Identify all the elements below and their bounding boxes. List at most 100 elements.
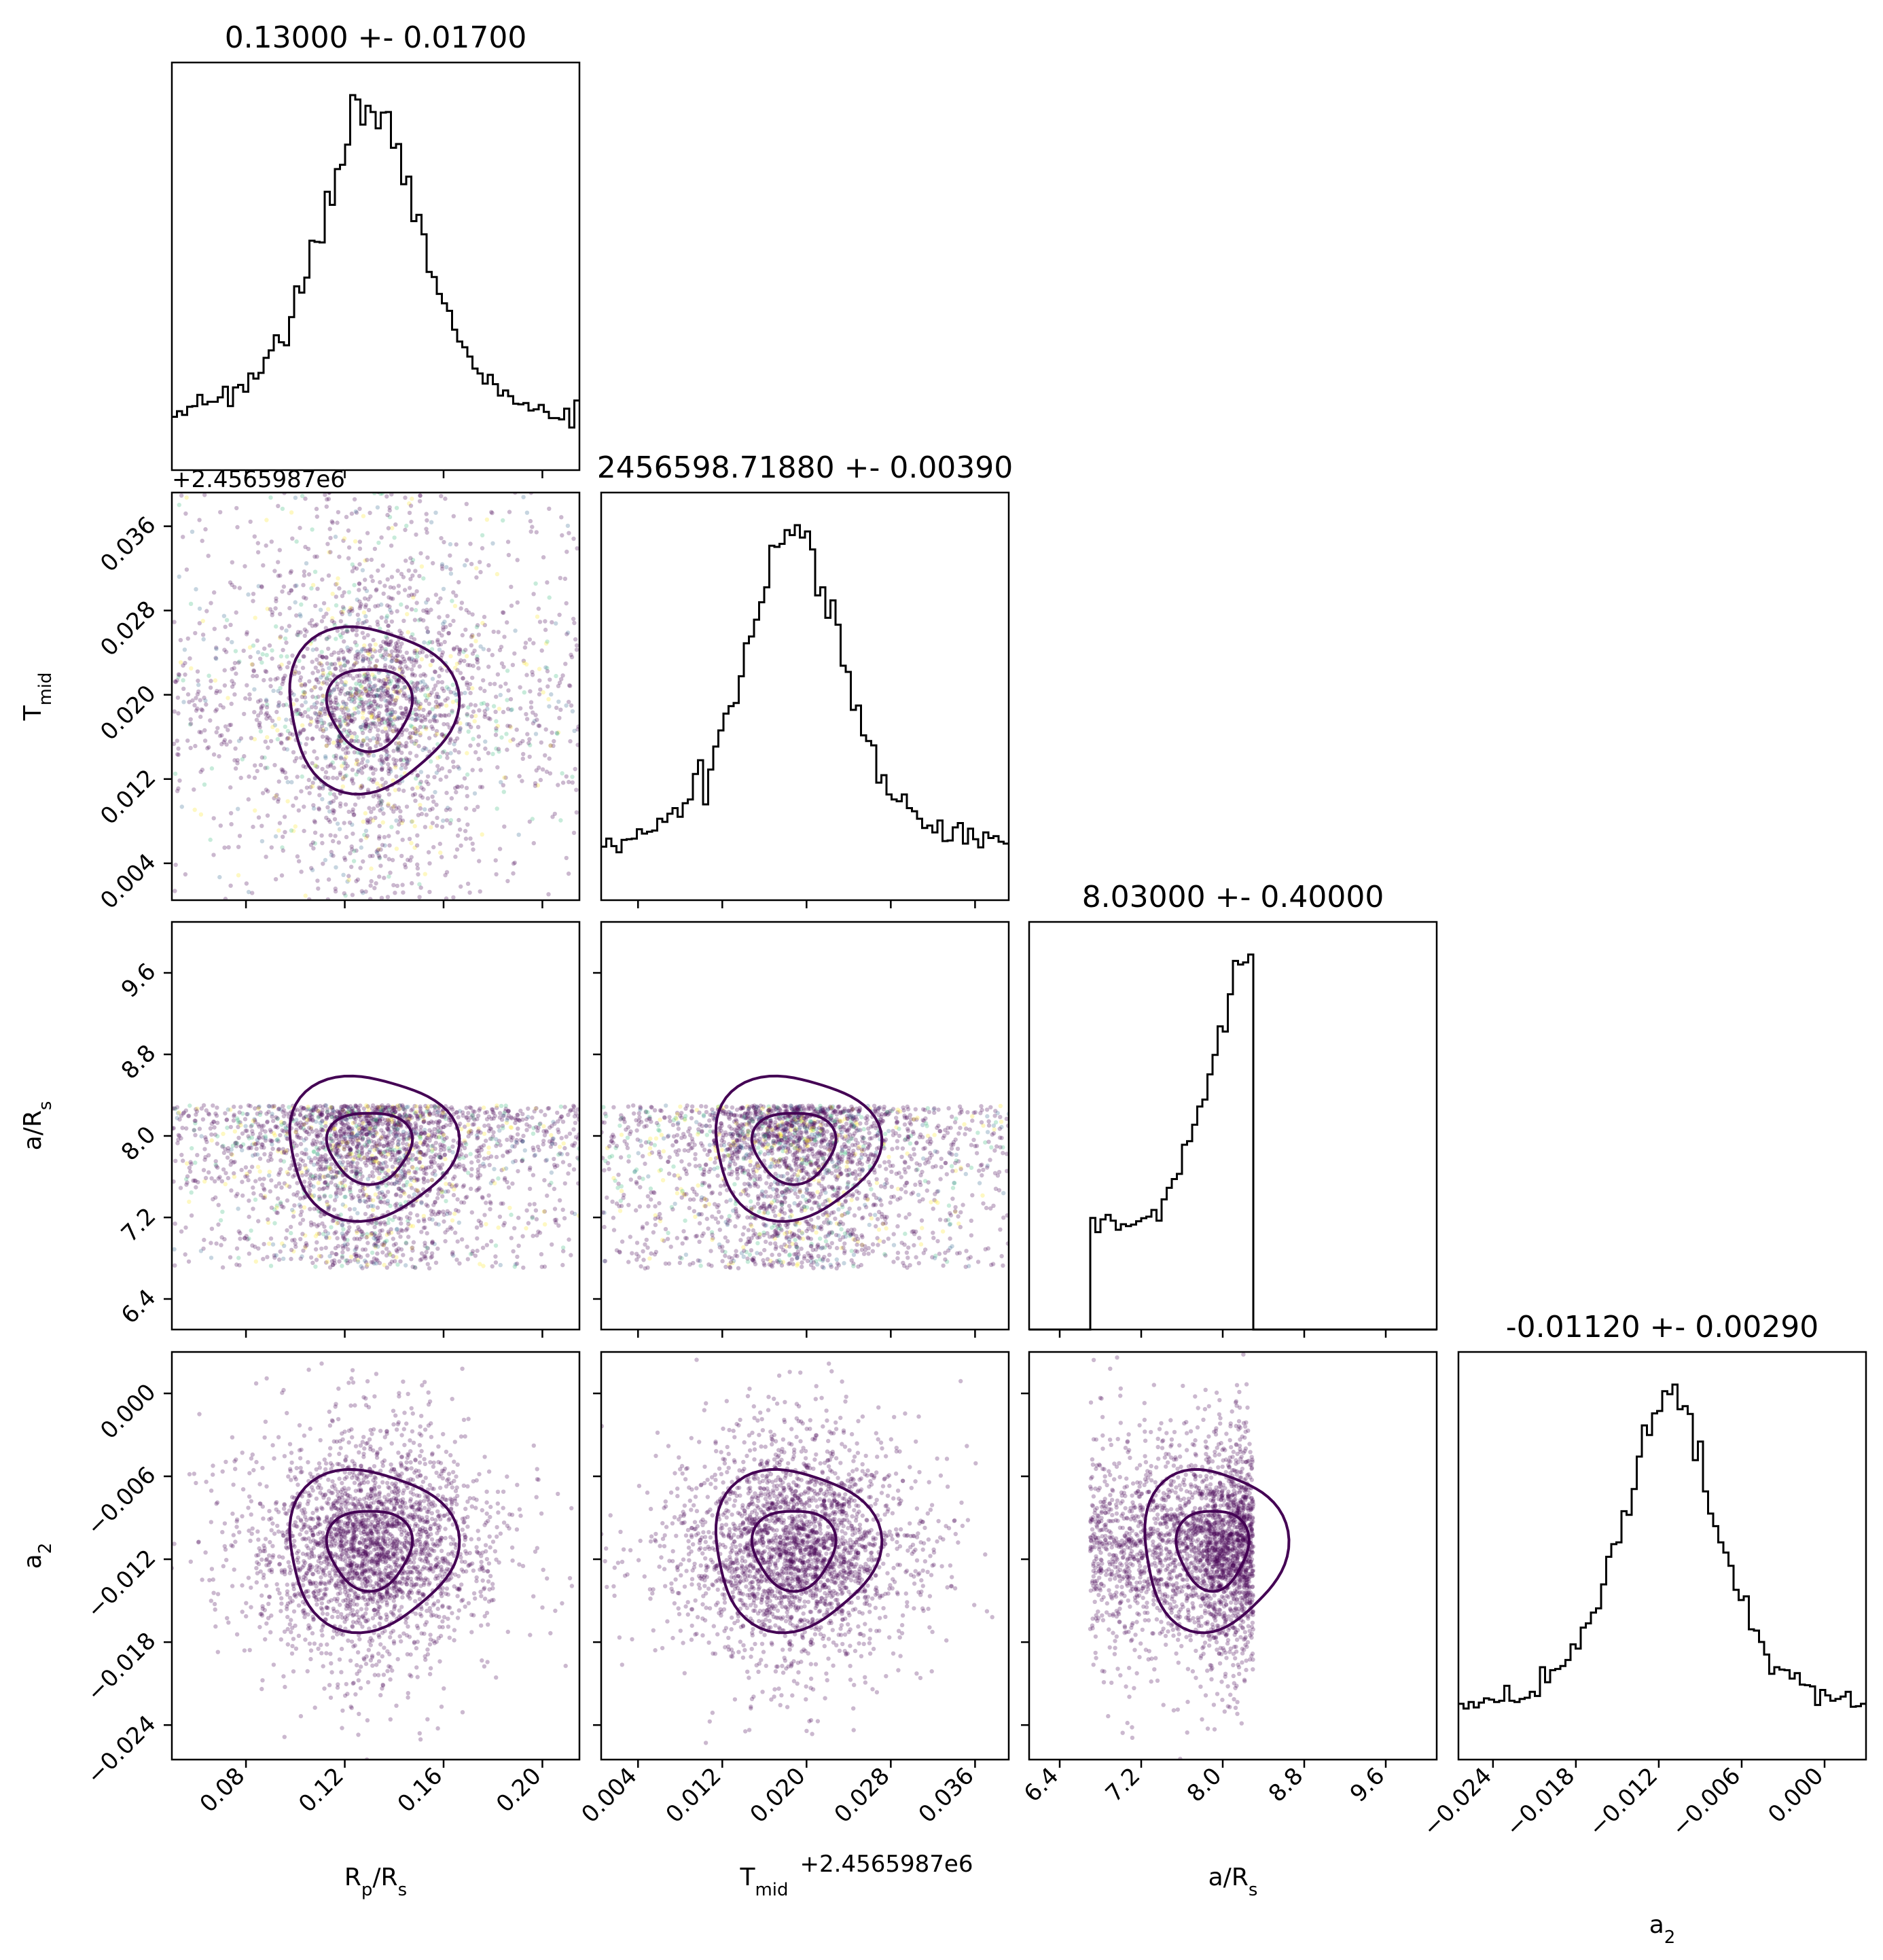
sample-point [393,701,397,706]
sample-point [281,584,287,589]
sample-point [334,594,338,599]
sample-point [386,1141,391,1147]
sample-point [377,1143,382,1147]
sample-point [347,1225,352,1230]
sample-point [524,1208,529,1213]
sample-point [256,1219,261,1224]
sample-point [448,751,453,755]
sample-point [421,1180,427,1185]
sample-point [360,703,365,709]
sample-point [488,1201,493,1206]
sample-point [361,1193,365,1198]
sample-point [285,664,290,670]
sample-point [379,1107,384,1113]
sample-point [365,1158,370,1162]
sample-point [306,777,311,783]
sample-point [354,1246,359,1251]
sample-point [346,648,351,653]
sample-point [334,1143,338,1148]
sample-point [513,1262,518,1267]
sample-point [340,764,344,768]
sample-point [430,821,435,825]
sample-point [418,673,423,678]
sample-point [217,689,222,694]
sample-point [348,690,353,695]
sample-point [456,817,461,823]
sample-point [413,1156,418,1162]
sample-point [329,724,334,729]
sample-point [418,705,423,709]
sample-point [192,1128,197,1133]
sample-point [309,705,315,710]
sample-point [526,1114,531,1120]
sample-point [440,1130,444,1135]
sample-point [345,734,350,738]
sample-point [454,1183,459,1188]
sample-point [444,870,450,875]
sample-point [266,745,270,750]
sample-point [470,841,475,847]
sample-point [393,522,398,527]
sample-point [277,1170,282,1175]
sample-point [265,607,270,611]
sample-point [336,576,340,581]
sample-point [232,1129,237,1134]
sample-point [372,684,376,689]
sample-point [380,842,385,848]
sample-point [240,757,245,762]
sample-point [346,690,351,696]
sample-point [406,1219,410,1224]
sample-point [329,519,334,524]
sample-point [512,1144,517,1149]
sample-point [414,712,418,717]
sample-point [298,630,303,635]
sample-point [279,1167,283,1172]
sample-point [355,706,359,711]
sample-point [393,655,398,660]
sample-point [437,1152,442,1157]
sample-point [384,1183,389,1188]
sample-point [276,799,281,804]
sample-point [499,1103,504,1109]
sample-point [376,713,381,719]
sample-point [214,1241,219,1246]
sample-point [307,791,312,796]
sample-point [230,684,235,689]
sample-point [374,1143,379,1148]
sample-point [360,691,365,696]
sample-point [461,1163,466,1169]
sample-point [330,1175,335,1179]
sample-point [188,601,194,606]
sample-point [172,1247,177,1252]
sample-point [516,832,521,837]
sample-point [359,649,363,654]
sample-point [392,1127,397,1132]
sample-point [501,1113,506,1118]
sample-point [314,1107,319,1112]
sample-point [370,1156,376,1161]
sample-point [316,1114,321,1119]
sample-point [246,797,251,802]
sample-point [378,580,382,585]
sample-point [202,728,207,733]
sample-point [418,1134,423,1139]
sample-point [446,631,451,636]
sample-point [385,698,390,703]
sample-point [388,694,393,699]
sample-point [320,1118,325,1123]
sample-point [233,746,238,751]
sample-point [338,668,344,673]
sample-point [338,1212,343,1217]
sample-point [292,759,298,764]
sample-point [432,1126,437,1132]
sample-point [384,718,390,724]
sample-point [393,1109,398,1114]
sample-point [368,594,373,599]
sample-point [317,786,323,791]
sample-point [190,529,195,534]
sample-point [269,845,274,850]
sample-point [378,1149,383,1154]
sample-point [304,785,310,790]
sample-point [294,1127,299,1133]
sample-point [401,1107,406,1111]
